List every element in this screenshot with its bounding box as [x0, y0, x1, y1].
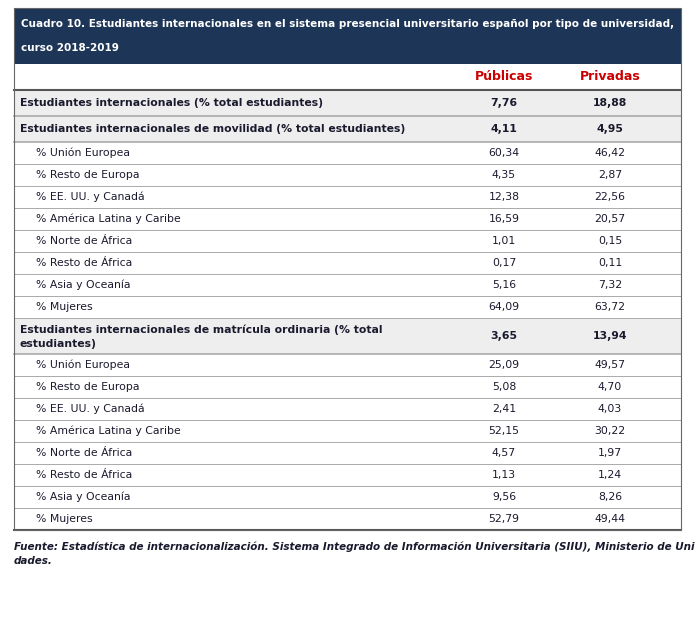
Text: 20,57: 20,57	[594, 214, 626, 224]
Text: 18,88: 18,88	[593, 98, 627, 108]
Text: 22,56: 22,56	[594, 192, 626, 202]
Text: 1,97: 1,97	[598, 448, 622, 458]
Bar	[14, 164, 681, 186]
Text: Cuadro 10. Estudiantes internacionales en el sistema presencial universitario es: Cuadro 10. Estudiantes internacionales e…	[21, 19, 674, 29]
Text: Estudiantes internacionales de movilidad (% total estudiantes): Estudiantes internacionales de movilidad…	[20, 124, 405, 134]
Text: % EE. UU. y Canadá: % EE. UU. y Canadá	[36, 404, 145, 414]
Text: 12,38: 12,38	[489, 192, 519, 202]
Bar	[14, 464, 681, 486]
Text: 2,41: 2,41	[492, 404, 516, 414]
Text: Públicas: Públicas	[475, 70, 533, 84]
Text: 1,13: 1,13	[492, 470, 516, 480]
Bar	[14, 508, 681, 530]
Text: 3,65: 3,65	[491, 331, 518, 341]
Text: % Resto de Europa: % Resto de Europa	[36, 170, 140, 180]
Text: 63,72: 63,72	[594, 302, 626, 312]
Text: % Unión Europea: % Unión Europea	[36, 360, 130, 371]
Text: 25,09: 25,09	[489, 360, 520, 370]
Text: % Resto de África: % Resto de África	[36, 258, 132, 268]
Bar	[14, 142, 681, 164]
Bar	[14, 442, 681, 464]
Text: Fuente: Estadística de internacionalización. Sistema Integrado de Información Un: Fuente: Estadística de internacionalizac…	[14, 542, 695, 553]
Text: dades.: dades.	[14, 556, 53, 566]
Text: 4,70: 4,70	[598, 382, 622, 392]
Text: % EE. UU. y Canadá: % EE. UU. y Canadá	[36, 192, 145, 202]
Text: 60,34: 60,34	[489, 148, 520, 158]
Text: 8,26: 8,26	[598, 492, 622, 502]
Bar	[14, 376, 681, 398]
Text: % Mujeres: % Mujeres	[36, 514, 92, 524]
Text: 0,11: 0,11	[598, 258, 622, 268]
Bar	[14, 318, 681, 354]
Text: 9,56: 9,56	[492, 492, 516, 502]
Text: estudiantes): estudiantes)	[20, 339, 97, 349]
Text: 52,79: 52,79	[489, 514, 519, 524]
Text: % Resto de Europa: % Resto de Europa	[36, 382, 140, 392]
Text: curso 2018-2019: curso 2018-2019	[21, 43, 119, 53]
Text: % Resto de África: % Resto de África	[36, 470, 132, 480]
Text: 4,35: 4,35	[492, 170, 516, 180]
Bar	[14, 486, 681, 508]
Text: Estudiantes internacionales de matrícula ordinaria (% total: Estudiantes internacionales de matrícula…	[20, 324, 382, 335]
Text: 4,11: 4,11	[491, 124, 518, 134]
Text: 4,03: 4,03	[598, 404, 622, 414]
Text: % América Latina y Caribe: % América Latina y Caribe	[36, 214, 181, 224]
Text: % Mujeres: % Mujeres	[36, 302, 92, 312]
Text: Privadas: Privadas	[580, 70, 640, 84]
Bar	[14, 8, 681, 530]
Text: 1,01: 1,01	[492, 236, 516, 246]
Bar	[14, 230, 681, 252]
Text: 4,57: 4,57	[492, 448, 516, 458]
Bar	[14, 208, 681, 230]
Text: 4,95: 4,95	[596, 124, 623, 134]
Text: 2,87: 2,87	[598, 170, 622, 180]
Text: % Unión Europea: % Unión Europea	[36, 148, 130, 158]
Text: % Norte de África: % Norte de África	[36, 236, 132, 246]
Bar	[14, 420, 681, 442]
Text: % Asia y Oceanía: % Asia y Oceanía	[36, 279, 131, 290]
Bar	[14, 354, 681, 376]
Text: 52,15: 52,15	[489, 426, 519, 436]
Text: 5,16: 5,16	[492, 280, 516, 290]
Text: 1,24: 1,24	[598, 470, 622, 480]
Text: Estudiantes internacionales (% total estudiantes): Estudiantes internacionales (% total est…	[20, 98, 323, 108]
Text: 0,17: 0,17	[492, 258, 516, 268]
Text: 5,08: 5,08	[492, 382, 516, 392]
Text: 46,42: 46,42	[594, 148, 626, 158]
Text: 49,44: 49,44	[594, 514, 626, 524]
Bar	[14, 186, 681, 208]
Text: % América Latina y Caribe: % América Latina y Caribe	[36, 426, 181, 436]
Bar	[14, 90, 681, 116]
Bar	[14, 274, 681, 296]
Text: % Norte de África: % Norte de África	[36, 448, 132, 458]
Text: 0,15: 0,15	[598, 236, 622, 246]
Text: 30,22: 30,22	[594, 426, 626, 436]
Bar	[14, 8, 681, 64]
Text: 7,32: 7,32	[598, 280, 622, 290]
Text: 13,94: 13,94	[593, 331, 628, 341]
Bar	[14, 296, 681, 318]
Text: 7,76: 7,76	[491, 98, 518, 108]
Text: 49,57: 49,57	[594, 360, 626, 370]
Bar	[14, 252, 681, 274]
Text: 16,59: 16,59	[489, 214, 519, 224]
Bar	[14, 116, 681, 142]
Text: % Asia y Oceanía: % Asia y Oceanía	[36, 492, 131, 502]
Bar	[14, 398, 681, 420]
Text: 64,09: 64,09	[489, 302, 520, 312]
